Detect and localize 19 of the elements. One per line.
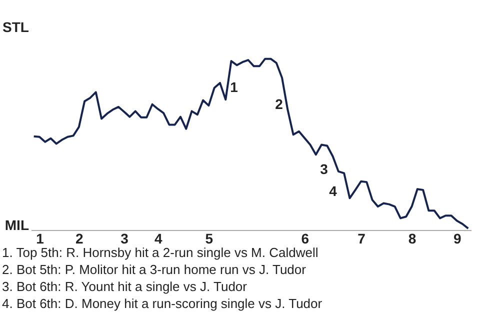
x-tick-label: 8 (408, 230, 416, 246)
text: STL (2, 19, 30, 35)
annotation: 1 (230, 79, 238, 95)
x-tick-label: 5 (205, 230, 214, 246)
annotation: 2 (275, 96, 284, 112)
text: 4. Bot 6th: D. Money hit a run-scoring single vs J. Tudor (2, 296, 323, 311)
text: MIL (4, 217, 30, 233)
text: 3. Bot 6th: R. Yount hit a single vs J. Tudor (2, 279, 248, 294)
x-tick-label: 9 (454, 230, 462, 246)
x-tick-label: 6 (301, 230, 310, 246)
annotation: 4 (329, 183, 338, 199)
text: 1. Top 5th: R. Hornsby hit a 2-run single vs M. Caldwell (2, 245, 318, 260)
x-tick-label: 1 (36, 230, 44, 246)
x-tick-label: 3 (120, 230, 129, 246)
x-tick-label: 4 (154, 230, 163, 246)
text: 2. Bot 5th: P. Molitor hit a 3-run home run vs J. Tudor (2, 262, 307, 277)
x-tick-label: 2 (76, 230, 84, 246)
x-tick-label: 7 (358, 230, 366, 246)
annotation: 3 (320, 161, 328, 177)
